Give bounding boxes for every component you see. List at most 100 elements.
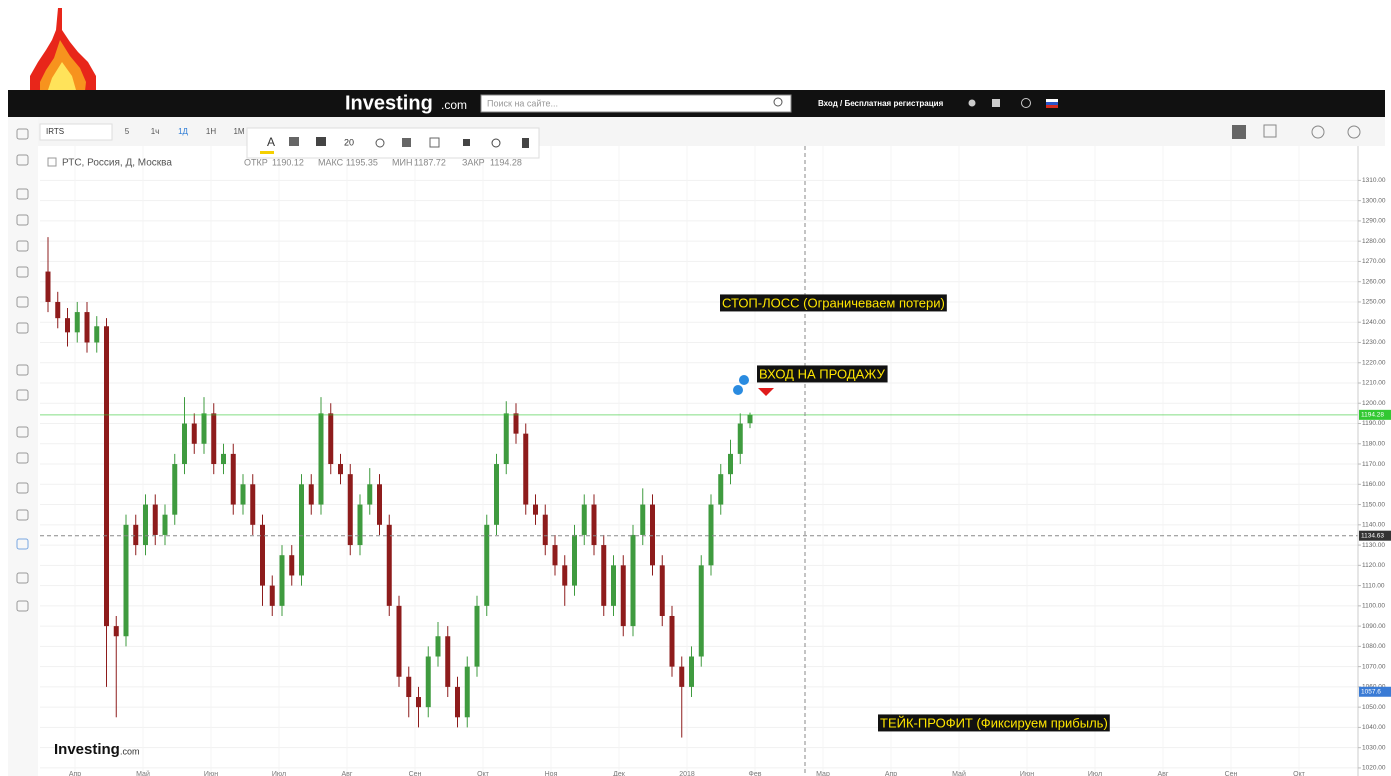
line-tool[interactable] bbox=[316, 137, 326, 146]
y-tick-label: 1040.00 bbox=[1362, 724, 1386, 731]
y-tick-label: 1310.00 bbox=[1362, 177, 1386, 184]
bg-tool[interactable] bbox=[402, 138, 411, 147]
candle-body bbox=[75, 312, 80, 332]
interval-button[interactable]: 1Н bbox=[206, 127, 216, 136]
x-tick-label: Июл bbox=[272, 771, 286, 776]
interval-button[interactable]: 1ч bbox=[151, 127, 160, 136]
logo-suffix: .com bbox=[441, 98, 467, 112]
candle-body bbox=[523, 434, 528, 505]
candle-body bbox=[640, 505, 645, 535]
fill-tool[interactable] bbox=[289, 137, 299, 146]
last-price-label: 1194.28 bbox=[1361, 412, 1384, 419]
marker-label: 1057.6 bbox=[1361, 688, 1381, 695]
text-color-tool[interactable]: A bbox=[267, 135, 275, 149]
legend-low-label: МИН bbox=[392, 157, 412, 167]
interval-button[interactable]: 1М bbox=[233, 127, 244, 136]
y-tick-label: 1290.00 bbox=[1362, 218, 1386, 225]
candle-body bbox=[377, 484, 382, 525]
y-tick-label: 1050.00 bbox=[1362, 704, 1386, 711]
y-tick-label: 1160.00 bbox=[1362, 481, 1385, 488]
watermark-logo: Investing bbox=[54, 741, 120, 758]
y-tick-label: 1030.00 bbox=[1362, 744, 1386, 751]
candle-body bbox=[348, 474, 353, 545]
candle-body bbox=[553, 545, 558, 565]
position-marker[interactable] bbox=[739, 375, 749, 385]
candle-body bbox=[94, 326, 99, 342]
candle-body bbox=[260, 525, 265, 586]
annotation-text: ТЕЙК-ПРОФИТ (Фиксируем прибыль) bbox=[880, 715, 1108, 730]
logo[interactable]: Investing bbox=[345, 92, 433, 114]
y-tick-label: 1180.00 bbox=[1362, 440, 1385, 447]
x-tick-label: Сен bbox=[1225, 771, 1238, 776]
interval-button[interactable]: 5 bbox=[125, 127, 130, 136]
candle-body bbox=[660, 565, 665, 616]
candle-body bbox=[192, 424, 197, 444]
lock-tool[interactable] bbox=[463, 139, 470, 146]
candle-body bbox=[65, 318, 70, 332]
candle-body bbox=[114, 626, 119, 636]
position-marker[interactable] bbox=[733, 385, 743, 395]
bell-icon[interactable] bbox=[969, 100, 976, 107]
y-tick-label: 1110.00 bbox=[1362, 582, 1385, 589]
y-tick-label: 1080.00 bbox=[1362, 643, 1386, 650]
candle-body bbox=[436, 636, 441, 656]
candle-body bbox=[270, 586, 275, 606]
candle-body bbox=[358, 505, 363, 546]
candle-body bbox=[211, 413, 216, 464]
font-size[interactable]: 20 bbox=[344, 137, 354, 147]
candle-body bbox=[55, 302, 60, 318]
y-tick-label: 1190.00 bbox=[1362, 420, 1385, 427]
candle-body bbox=[738, 424, 743, 454]
flag-white[interactable] bbox=[1046, 99, 1058, 102]
candle-body bbox=[631, 535, 636, 626]
legend-open: 1190.12 bbox=[272, 157, 304, 167]
delete-tool[interactable] bbox=[522, 138, 529, 148]
interval-button[interactable]: 1Д bbox=[178, 127, 188, 136]
y-tick-label: 1280.00 bbox=[1362, 238, 1386, 245]
candle-body bbox=[621, 565, 626, 626]
x-tick-label: Окт bbox=[477, 771, 490, 776]
candle-body bbox=[426, 657, 431, 708]
candle-body bbox=[455, 687, 460, 717]
search-placeholder: Поиск на сайте... bbox=[487, 98, 558, 108]
text-color-swatch bbox=[260, 151, 274, 154]
y-tick-label: 1210.00 bbox=[1362, 380, 1386, 387]
annotation-text: ВХОД НА ПРОДАЖУ bbox=[759, 366, 886, 381]
candle-body bbox=[728, 454, 733, 474]
candle-body bbox=[670, 616, 675, 667]
candle-body bbox=[689, 657, 694, 687]
y-tick-label: 1130.00 bbox=[1362, 542, 1385, 549]
candle-body bbox=[611, 565, 616, 606]
y-tick-label: 1300.00 bbox=[1362, 197, 1386, 204]
candle-body bbox=[299, 484, 304, 575]
candle-body bbox=[592, 505, 597, 546]
y-tick-label: 1240.00 bbox=[1362, 319, 1386, 326]
portfolio-icon[interactable] bbox=[992, 99, 1000, 107]
candle-body bbox=[143, 505, 148, 546]
flag-red bbox=[1046, 105, 1058, 108]
screen: Investing .com Поиск на сайте... Вход / … bbox=[0, 0, 1391, 776]
candle-body bbox=[514, 413, 519, 433]
legend-low: 1187.72 bbox=[414, 157, 446, 167]
login-link[interactable]: Вход / Бесплатная регистрация bbox=[818, 99, 944, 108]
candle-body bbox=[221, 454, 226, 464]
x-tick-label: Сен bbox=[409, 771, 422, 776]
candle-body bbox=[494, 464, 499, 525]
camera-icon[interactable] bbox=[1232, 125, 1246, 139]
candle-body bbox=[533, 505, 538, 515]
body: Investing .com Поиск на сайте... Вход / … bbox=[0, 0, 1391, 776]
candle-body bbox=[280, 555, 285, 606]
y-tick-label: 1170.00 bbox=[1362, 461, 1385, 468]
candle-body bbox=[85, 312, 90, 342]
x-tick-label: Июн bbox=[204, 771, 218, 776]
candle-body bbox=[572, 535, 577, 586]
x-tick-label: Май bbox=[136, 770, 150, 776]
annotation-text: СТОП-ЛОСС (Ограничеваем потери) bbox=[722, 295, 945, 310]
candle-body bbox=[172, 464, 177, 515]
candle-body bbox=[367, 484, 372, 504]
y-tick-label: 1200.00 bbox=[1362, 400, 1386, 407]
y-tick-label: 1230.00 bbox=[1362, 339, 1386, 346]
candle-body bbox=[202, 413, 207, 443]
candle-body bbox=[319, 413, 324, 504]
y-tick-label: 1020.00 bbox=[1362, 765, 1386, 772]
